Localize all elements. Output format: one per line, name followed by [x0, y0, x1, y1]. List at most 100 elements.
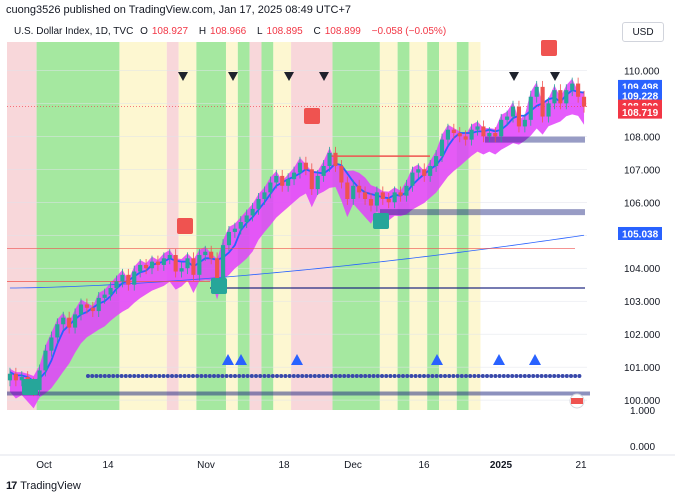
sell-signal-marker	[284, 72, 294, 81]
signal-dot	[371, 374, 376, 378]
signal-dot	[186, 374, 191, 378]
sell-signal-marker	[228, 72, 238, 81]
x-tick-label: Dec	[344, 460, 362, 471]
candle-body	[297, 162, 303, 173]
buy-flag	[211, 278, 227, 294]
bg-band-green	[196, 42, 226, 410]
signal-dot	[228, 374, 233, 378]
price-label-box	[618, 88, 662, 102]
signal-dot	[447, 374, 452, 378]
signal-dot	[422, 374, 426, 378]
candle-body	[469, 129, 474, 140]
x-tick-label: 16	[418, 460, 430, 471]
ohlc-low-value: 108.895	[266, 26, 303, 37]
bg-band-yellow	[225, 42, 238, 410]
signal-dot	[212, 374, 216, 378]
candle-body	[333, 152, 338, 166]
candle-body	[238, 222, 243, 229]
candle-body	[315, 175, 320, 190]
bg-band-green	[261, 42, 274, 410]
signal-dot	[342, 374, 347, 378]
signal-dot	[132, 374, 137, 378]
candle-body	[475, 126, 480, 130]
signal-dot	[249, 374, 254, 378]
candle-body	[256, 198, 261, 209]
candle-body	[481, 126, 486, 137]
signal-dot	[245, 374, 250, 378]
signal-dot	[434, 374, 439, 378]
candle-body	[31, 383, 36, 391]
signal-dot	[577, 374, 582, 378]
signal-dot	[94, 374, 99, 378]
signal-dot	[182, 374, 187, 378]
candle-body	[581, 96, 587, 107]
buy-signal-marker	[431, 354, 443, 365]
candle-body	[416, 169, 421, 173]
candle-body	[374, 192, 379, 206]
signal-dot	[203, 374, 208, 378]
signal-dot	[476, 374, 481, 378]
signal-dot	[90, 374, 95, 378]
signal-dot	[123, 374, 128, 378]
signal-dot	[543, 374, 548, 378]
currency-selector[interactable]: USD	[622, 22, 664, 42]
candle-body	[209, 251, 214, 259]
signal-dot	[291, 374, 296, 378]
signal-dot	[102, 374, 107, 378]
signal-dot	[388, 374, 393, 378]
signal-dot	[451, 374, 456, 378]
buy-signal-marker	[291, 354, 303, 365]
candle-body	[451, 129, 456, 134]
candle-body	[226, 231, 232, 246]
candle-body	[268, 182, 273, 193]
candle-body	[327, 152, 332, 166]
signal-dot	[417, 374, 422, 378]
candle-body	[410, 172, 415, 186]
signal-dot	[485, 374, 489, 378]
candle-body	[505, 116, 510, 120]
buy-signal-marker	[222, 354, 234, 365]
tradingview-logo[interactable]: 17 TradingView	[6, 480, 81, 492]
signal-dot	[569, 374, 573, 378]
buy-flag	[373, 213, 389, 229]
candle-body	[232, 228, 237, 232]
signal-dot	[191, 374, 195, 378]
signal-dot	[367, 374, 372, 378]
candle-body	[309, 169, 314, 190]
signal-dot	[86, 374, 90, 378]
signal-dot	[241, 374, 246, 378]
symbol-legend[interactable]: U.S. Dollar Index, 1D, TVC O 108.927 H 108…	[14, 26, 450, 37]
cloud-band	[9, 78, 585, 409]
bg-band-green	[36, 42, 120, 410]
candle-body	[463, 136, 468, 140]
symbol-name: U.S. Dollar Index, 1D, TVC	[14, 26, 134, 37]
candle-body	[132, 271, 137, 285]
signal-dot	[157, 374, 162, 378]
signal-dot	[548, 374, 552, 378]
candle-body	[138, 264, 143, 272]
signal-dot	[522, 374, 527, 378]
candle-body	[67, 317, 72, 328]
candle-body	[13, 373, 18, 381]
y-tick-label: 100.000	[624, 396, 661, 407]
candle-body	[499, 119, 504, 137]
price-label-box	[618, 226, 662, 240]
signal-dot	[354, 374, 359, 378]
signal-dot	[560, 374, 565, 378]
candle-body	[392, 192, 397, 203]
candle-body	[570, 83, 575, 91]
sell-flag	[304, 108, 320, 124]
candle-body	[155, 261, 160, 265]
signal-dot	[350, 374, 355, 378]
signal-dot	[480, 374, 485, 378]
candle-body	[368, 198, 374, 206]
ohlc-close: C 108.899	[313, 26, 364, 37]
candle-body	[434, 156, 439, 166]
candle-body	[487, 133, 492, 137]
signal-dot	[304, 374, 309, 378]
y-tick-label: 1.000	[630, 406, 655, 417]
candle-body	[120, 274, 125, 282]
signal-dot	[438, 374, 443, 378]
signal-dot	[275, 374, 279, 378]
